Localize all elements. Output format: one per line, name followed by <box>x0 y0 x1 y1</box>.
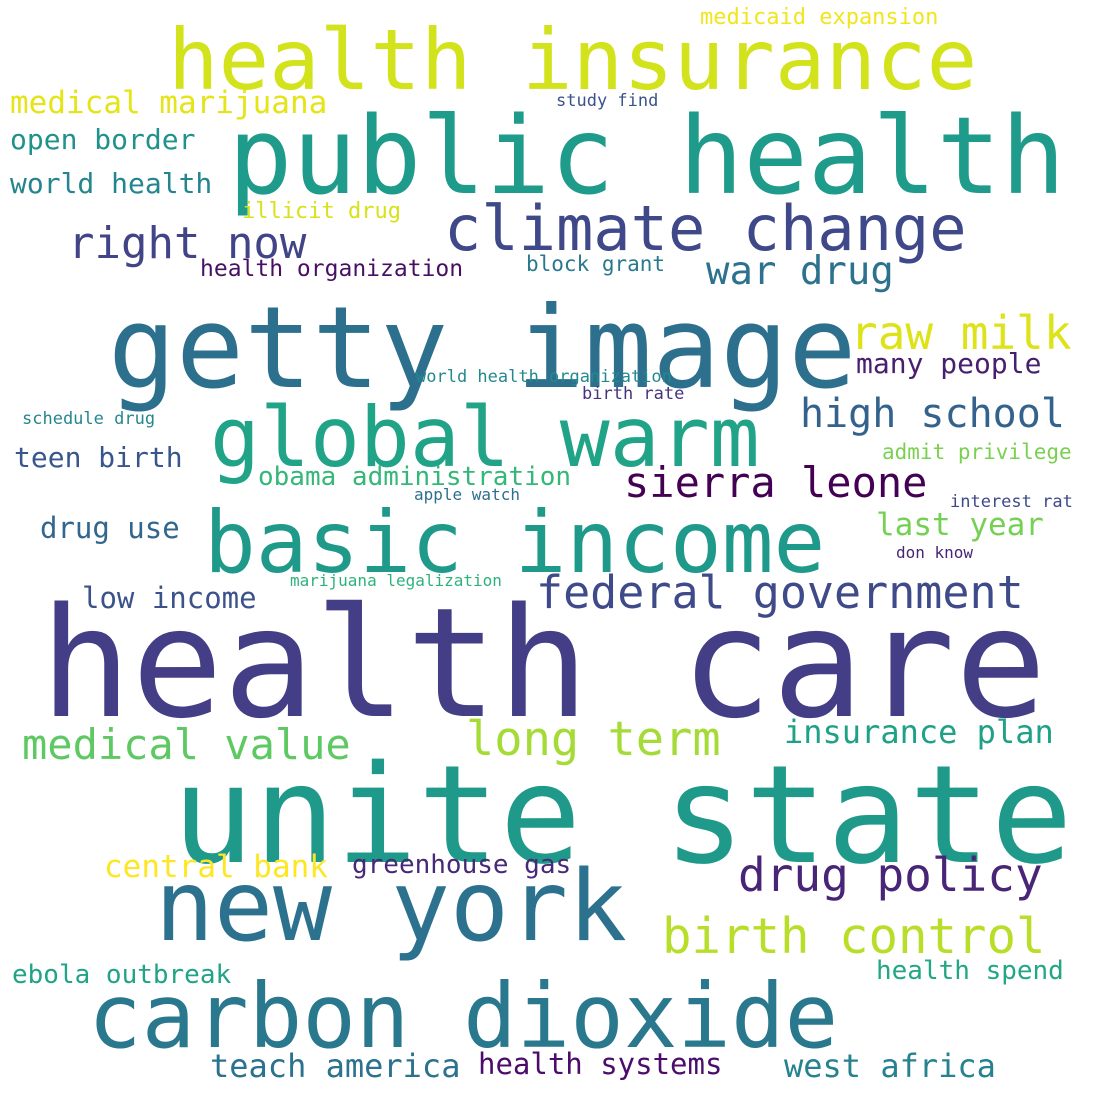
word-sierra-leone: sierra leone <box>624 458 928 507</box>
word-new-york: new york <box>155 850 628 964</box>
word-study-find: study find <box>556 91 659 111</box>
word-obama-administration: obama administration <box>258 462 572 492</box>
word-health-systems: health systems <box>478 1047 723 1081</box>
word-public-health: public health <box>228 95 1066 219</box>
word-right-now: right now <box>68 218 307 269</box>
word-getty-image: getty image <box>108 282 857 414</box>
word-last-year: last year <box>876 507 1044 543</box>
word-central-bank: central bank <box>104 849 328 885</box>
word-medicaid-expansion: medicaid expansion <box>700 5 939 30</box>
word-medical-value: medical value <box>22 720 351 769</box>
word-long-term: long term <box>466 712 721 767</box>
word-high-school: high school <box>800 391 1065 437</box>
word-insurance-plan: insurance plan <box>784 713 1054 751</box>
word-apple-watch: apple watch <box>414 485 520 504</box>
word-basic-income: basic income <box>204 493 826 593</box>
word-health-spend: health spend <box>876 956 1064 986</box>
word-drug-use: drug use <box>40 511 180 545</box>
word-don-know: don know <box>896 543 974 562</box>
word-birth-control: birth control <box>662 908 1046 965</box>
word-federal-government: federal government <box>536 566 1024 619</box>
word-teen-birth: teen birth <box>14 441 183 474</box>
word-world-health: world health <box>10 167 213 200</box>
word-health-organization: health organization <box>200 256 464 282</box>
word-admit-privilege: admit privilege <box>882 440 1072 464</box>
word-raw-milk: raw milk <box>850 306 1072 360</box>
word-birth-rate: birth rate <box>582 384 685 404</box>
word-unite-state: unite state <box>172 737 1073 895</box>
word-ebola-outbreak: ebola outbreak <box>12 960 232 990</box>
word-health-care: health care <box>40 575 1047 752</box>
word-block-grant: block grant <box>526 252 666 276</box>
word-war-drug: war drug <box>706 249 894 294</box>
word-world-health-organization: world health organization <box>416 367 672 387</box>
word-many-people: many people <box>856 347 1042 380</box>
word-illicit-drug: illicit drug <box>242 199 401 224</box>
word-teach-america: teach america <box>210 1047 461 1085</box>
word-open-border: open border <box>10 123 196 156</box>
word-drug-policy: drug policy <box>738 848 1043 902</box>
word-climate-change: climate change <box>444 192 967 265</box>
word-carbon-dioxide: carbon dioxide <box>88 964 839 1068</box>
word-global-warm: global warm <box>210 389 760 486</box>
word-marijuana-legalization: marijuana legalization <box>290 571 502 590</box>
word-schedule-drug: schedule drug <box>22 409 156 429</box>
word-low-income: low income <box>82 581 257 615</box>
word-interest-rat: interest rat <box>950 492 1073 512</box>
word-greenhouse-gas: greenhouse gas <box>352 850 572 880</box>
word-medical-marijuana: medical marijuana <box>10 85 328 121</box>
word-health-insurance: health insurance <box>168 11 978 109</box>
word-west-africa: west africa <box>784 1047 996 1085</box>
